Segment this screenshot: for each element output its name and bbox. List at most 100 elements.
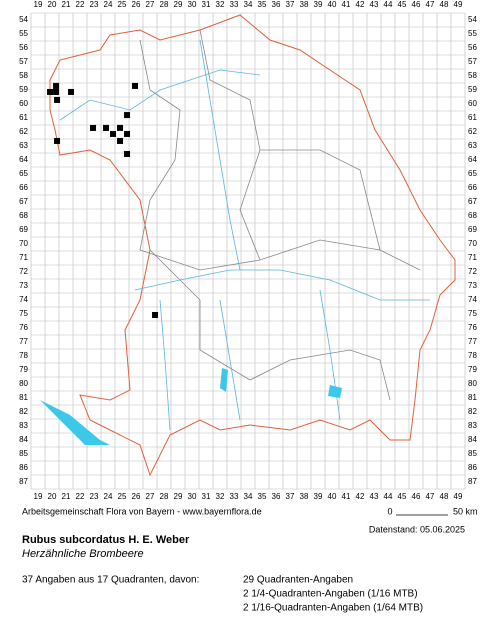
row-label: 80: [468, 379, 477, 388]
column-label: 35: [258, 492, 267, 501]
row-label: 65: [19, 169, 28, 178]
column-label: 36: [272, 0, 281, 9]
row-label: 76: [468, 323, 477, 332]
column-label: 39: [314, 492, 323, 501]
row-label: 69: [468, 225, 477, 234]
column-label: 43: [370, 492, 379, 501]
column-label: 28: [160, 492, 169, 501]
column-label: 23: [90, 492, 99, 501]
row-label: 81: [468, 393, 477, 402]
row-label: 58: [468, 71, 477, 80]
row-label: 55: [19, 29, 28, 38]
column-label: 34: [244, 492, 253, 501]
column-label: 42: [356, 492, 365, 501]
column-label: 33: [230, 492, 239, 501]
row-label: 68: [19, 211, 28, 220]
column-label: 28: [160, 0, 169, 9]
title: Rubus subcordatus H. E. Weber: [22, 534, 190, 546]
record: [54, 96, 61, 103]
row-label: 75: [468, 309, 477, 318]
column-label: 49: [454, 0, 463, 9]
column-label: 48: [440, 492, 449, 501]
record: [53, 88, 60, 95]
column-label: 26: [132, 0, 141, 9]
subtitle: Herzähnliche Brombeere: [22, 548, 144, 560]
row-label: 56: [468, 43, 477, 52]
column-label: 41: [342, 0, 351, 9]
row-label: 72: [468, 267, 477, 276]
column-label: 38: [300, 0, 309, 9]
row-label: 54: [19, 15, 28, 24]
record: [54, 137, 61, 144]
row-label: 66: [19, 183, 28, 192]
column-label: 22: [76, 492, 85, 501]
column-label: 41: [342, 492, 351, 501]
record: [103, 124, 110, 131]
lakes: [40, 368, 342, 445]
row-label: 67: [19, 197, 28, 206]
row-label: 71: [19, 253, 28, 262]
column-label: 40: [328, 492, 337, 501]
record: [124, 150, 131, 157]
record: [90, 124, 97, 131]
column-label: 48: [440, 0, 449, 9]
column-label: 30: [188, 0, 197, 9]
column-label: 37: [286, 492, 295, 501]
row-label: 59: [468, 85, 477, 94]
record: [53, 82, 60, 89]
scale-start: 0: [387, 506, 392, 516]
row-label: 68: [468, 211, 477, 220]
row-label: 70: [19, 239, 28, 248]
row-label: 82: [468, 407, 477, 416]
column-label: 32: [216, 492, 225, 501]
column-label: 39: [314, 0, 323, 9]
row-label: 57: [19, 57, 28, 66]
column-label: 42: [356, 0, 365, 9]
column-label: 44: [384, 0, 393, 9]
state-border: [49, 14, 456, 477]
row-label: 86: [19, 463, 28, 472]
column-label: 45: [398, 492, 407, 501]
row-label: 85: [468, 449, 477, 458]
column-label: 29: [174, 492, 183, 501]
record: [132, 82, 139, 89]
row-label: 58: [19, 71, 28, 80]
rivers: [59, 39, 430, 431]
row-label: 85: [19, 449, 28, 458]
column-label: 20: [48, 0, 57, 9]
row-label: 72: [19, 267, 28, 276]
row-label: 70: [468, 239, 477, 248]
row-label: 61: [19, 113, 28, 122]
column-label: 46: [412, 0, 421, 9]
column-label: 32: [216, 0, 225, 9]
row-label: 78: [468, 351, 477, 360]
column-label: 21: [62, 0, 71, 9]
column-label: 36: [272, 492, 281, 501]
row-label: 86: [468, 463, 477, 472]
row-label: 56: [19, 43, 28, 52]
record: [124, 130, 131, 137]
row-label: 80: [19, 379, 28, 388]
row-label: 63: [19, 141, 28, 150]
column-label: 33: [230, 0, 239, 9]
row-label: 79: [19, 365, 28, 374]
row-label: 64: [19, 155, 28, 164]
record: [110, 130, 117, 137]
column-label: 25: [118, 0, 127, 9]
row-label: 82: [19, 407, 28, 416]
column-label: 40: [328, 0, 337, 9]
row-label: 83: [19, 421, 28, 430]
column-label: 45: [398, 0, 407, 9]
column-label: 24: [104, 0, 113, 9]
column-label: 47: [426, 0, 435, 9]
district-borders: [139, 29, 421, 401]
column-label: 19: [34, 492, 43, 501]
detail: 2 1/16-Quadranten-Angaben (1/64 MTB): [243, 603, 423, 614]
column-label: 49: [454, 492, 463, 501]
column-label: 27: [146, 0, 155, 9]
row-label: 59: [19, 85, 28, 94]
column-label: 26: [132, 492, 141, 501]
row-label: 76: [19, 323, 28, 332]
row-label: 62: [19, 127, 28, 136]
